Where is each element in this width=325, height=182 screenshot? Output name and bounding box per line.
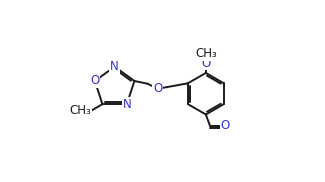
Text: CH₃: CH₃ [69, 104, 91, 117]
Text: O: O [153, 82, 162, 95]
Text: N: N [123, 98, 131, 111]
Text: CH₃: CH₃ [195, 47, 217, 60]
Text: O: O [221, 119, 230, 132]
Text: O: O [90, 74, 99, 88]
Text: N: N [110, 60, 119, 73]
Text: O: O [201, 56, 211, 70]
